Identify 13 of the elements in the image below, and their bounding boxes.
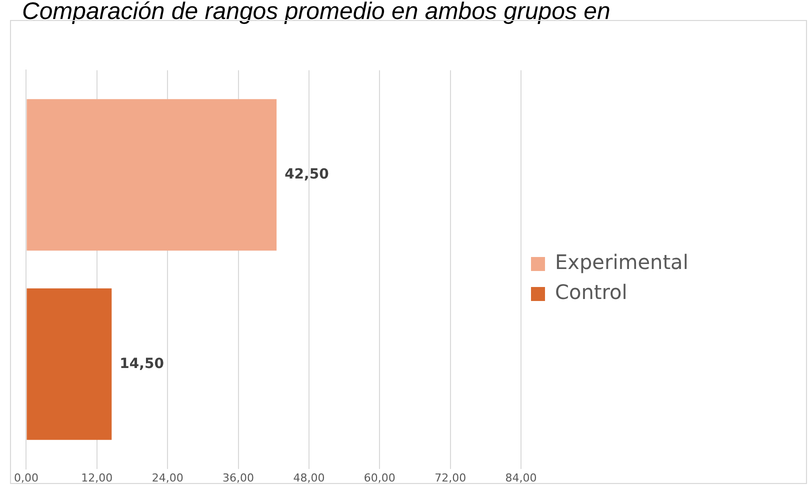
x-tick-label: 60,00	[364, 471, 396, 484]
x-tick-label: 48,00	[293, 471, 325, 484]
data-label: 42,50	[284, 166, 330, 182]
chart-title: Comparación de rangos promedio en ambos grupos en	[22, 0, 610, 26]
x-tick-label: 72,00	[434, 471, 466, 484]
x-tick-label: 12,00	[81, 471, 113, 484]
legend-label: Experimental	[555, 250, 688, 274]
legend-label: Control	[555, 280, 628, 304]
data-label: 14,50	[120, 356, 164, 372]
x-tick-label: 24,00	[152, 471, 184, 484]
x-tick-label: 0,00	[14, 471, 38, 484]
x-tick-label: 36,00	[222, 471, 254, 484]
x-tick-label: 84,00	[505, 471, 537, 484]
